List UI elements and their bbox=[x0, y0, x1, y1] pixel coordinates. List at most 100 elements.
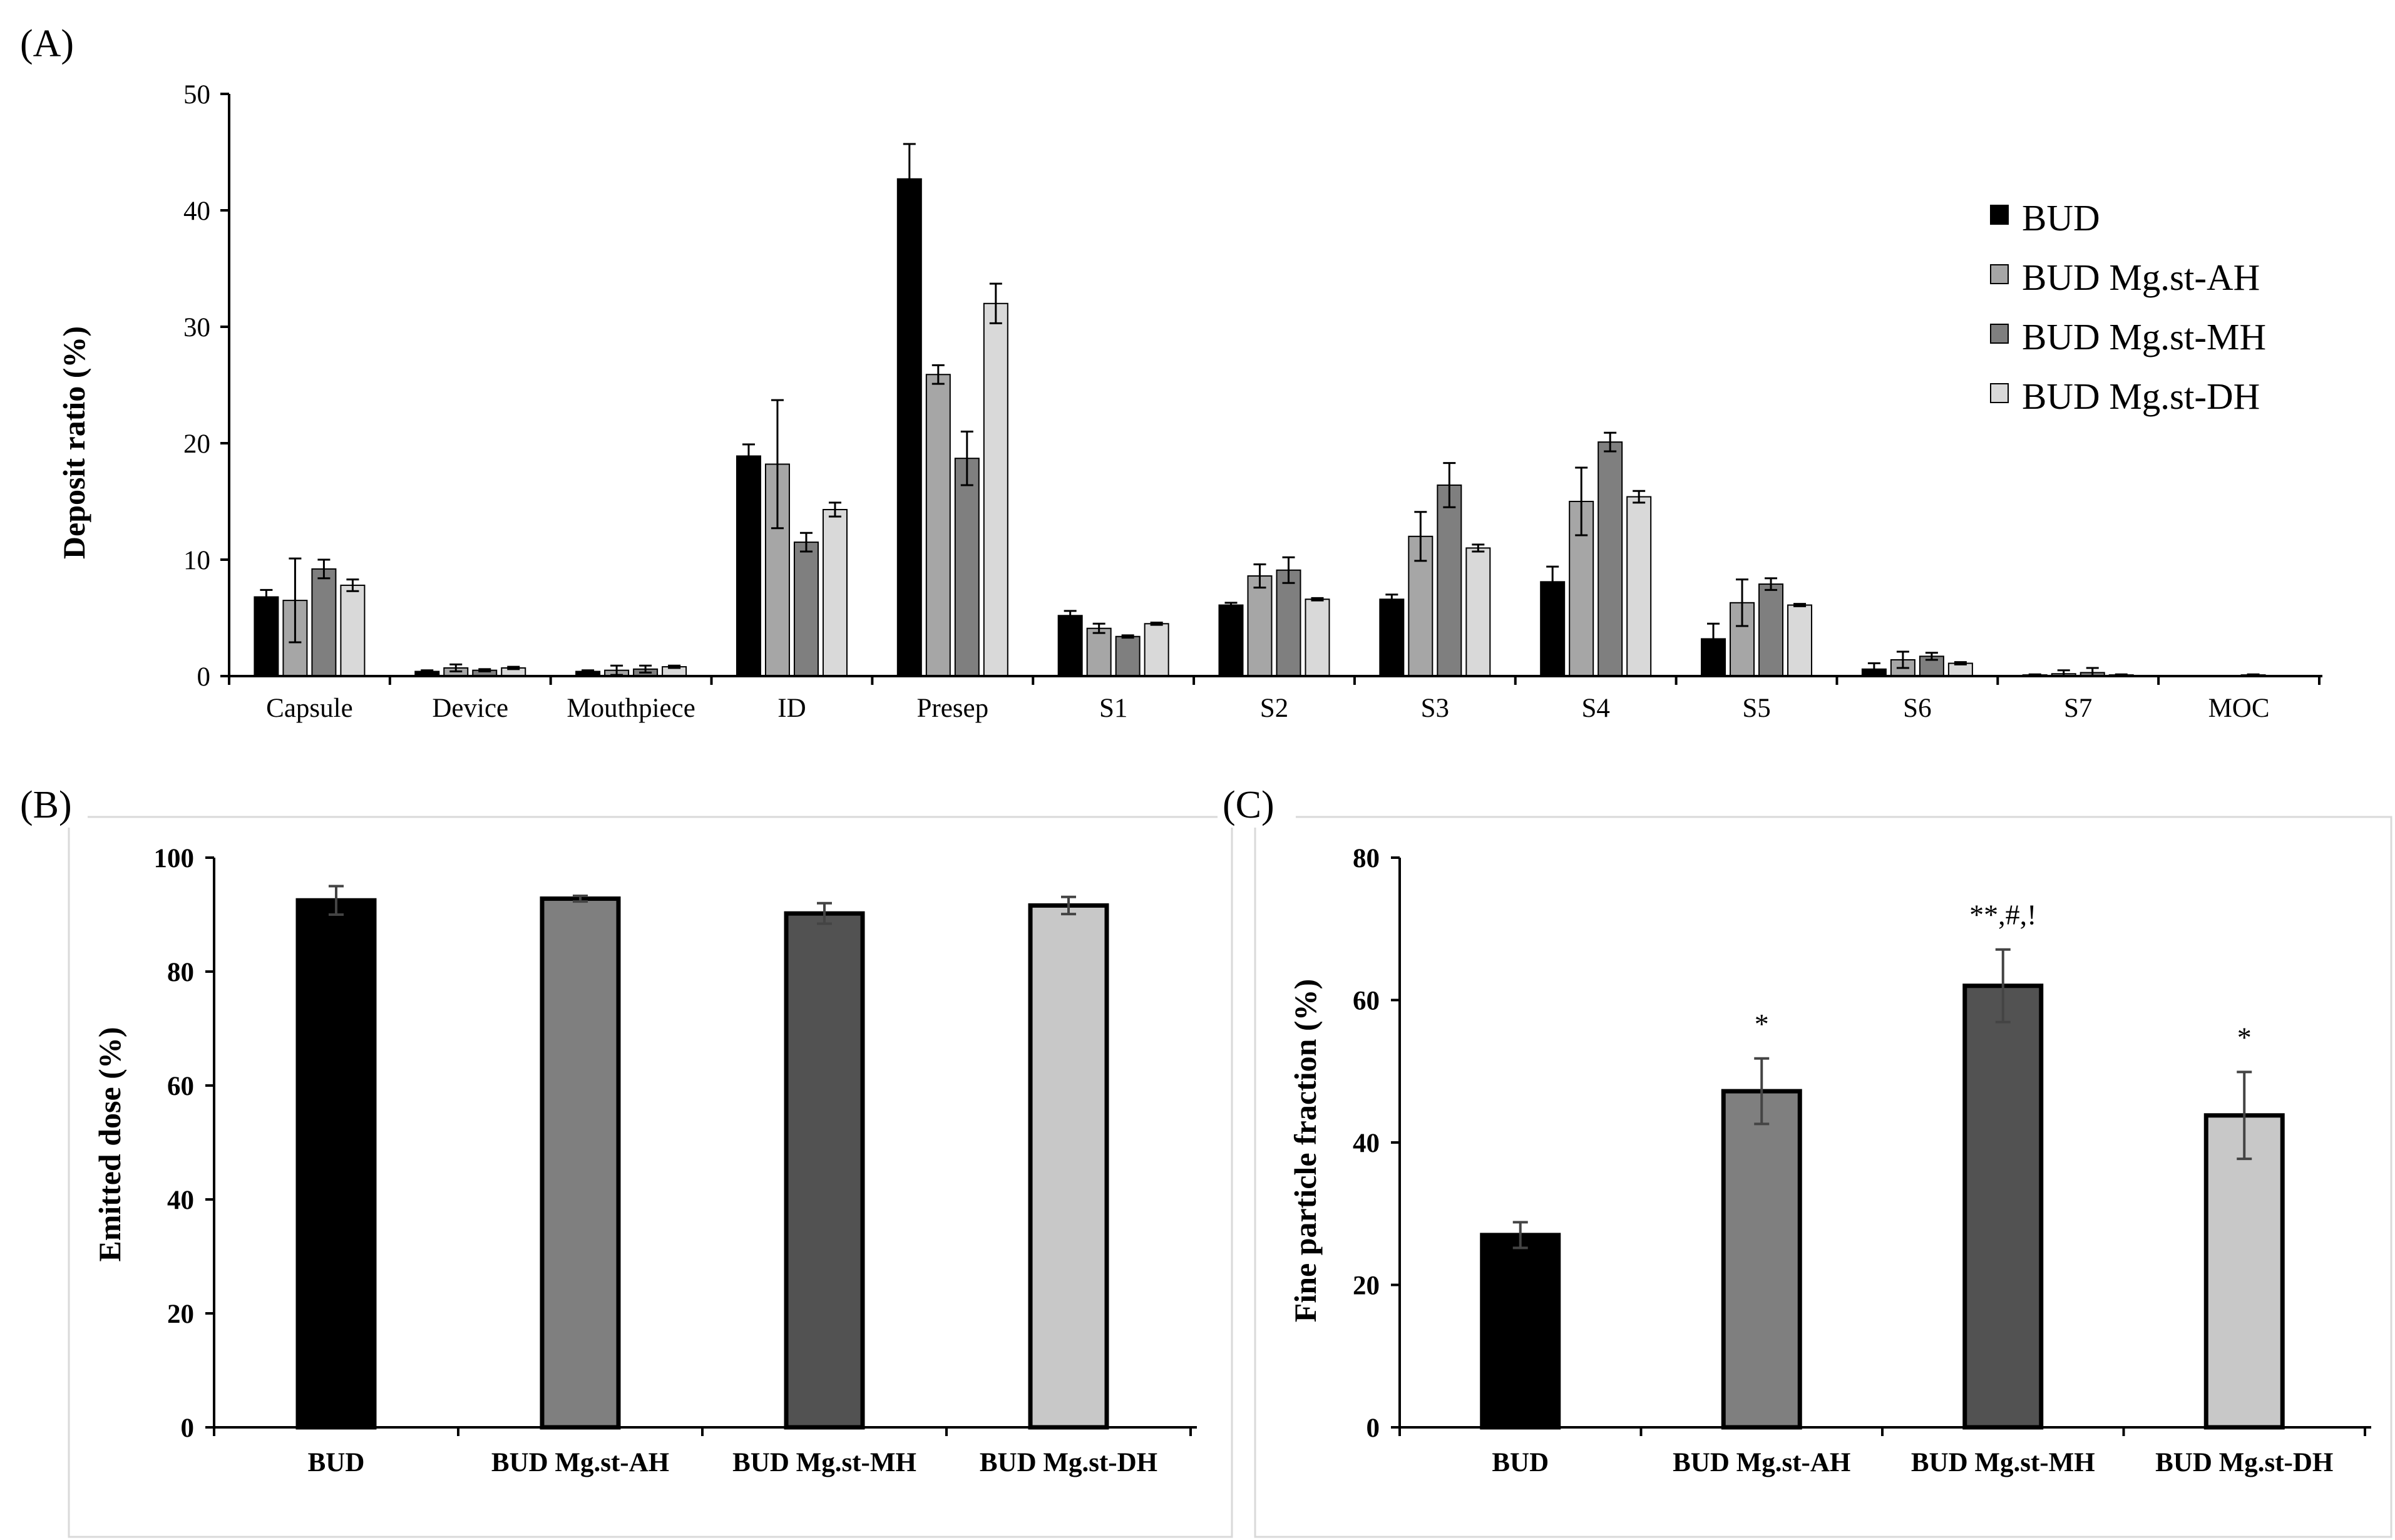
panel-a-legend-label: BUD bbox=[2022, 197, 2100, 239]
panel-c-x-tick-label: BUD Mg.st-DH bbox=[2155, 1448, 2333, 1477]
panel-b-y-axis-label: Emitted dose (%) bbox=[92, 1027, 127, 1262]
panel-a-bar bbox=[793, 542, 819, 677]
panel-a-error-bar bbox=[668, 664, 681, 669]
panel-c-bar bbox=[1962, 983, 2044, 1430]
panel-a-bar bbox=[1305, 598, 1330, 677]
panel-c-y-ticks: 0 20 40 60 80 bbox=[1353, 844, 1400, 1443]
panel-a-error-bar bbox=[771, 399, 784, 530]
panel-a-x-tick-label: S6 bbox=[1903, 694, 1931, 723]
panel-c-label-backing bbox=[1218, 783, 1296, 828]
panel-a-error-bar bbox=[1121, 634, 1134, 639]
panel-a-error-bar bbox=[1896, 650, 1909, 669]
panel-b-error-bar bbox=[817, 901, 832, 925]
panel-a-error-bar bbox=[449, 663, 463, 673]
panel-a-bars bbox=[254, 178, 2266, 677]
panel-c-error-bar bbox=[2237, 1070, 2252, 1161]
panel-a-x-tick-label: Capsule bbox=[266, 694, 353, 723]
panel-a-error-bar bbox=[1736, 578, 1749, 627]
panel-a-error-bar bbox=[1954, 661, 1967, 665]
panel-a-bar bbox=[983, 302, 1008, 677]
panel-a-bar bbox=[1465, 547, 1491, 677]
panel-c-y-tick-label: 60 bbox=[1353, 987, 1380, 1016]
panel-a-bar bbox=[1115, 635, 1141, 677]
panel-a-bar bbox=[1379, 598, 1405, 677]
panel-c-x-ticks: BUD BUD Mg.st-AH BUD Mg.st-MH BUD Mg.st-DH bbox=[1398, 1427, 2366, 1477]
panel-b-error-bars bbox=[329, 885, 1076, 925]
panel-b-y-tick-label: 0 bbox=[181, 1414, 195, 1443]
panel-a-legend-label: BUD Mg.st-MH bbox=[2022, 316, 2266, 357]
panel-c-frame bbox=[1254, 816, 2392, 1538]
panel-c-bar bbox=[1480, 1233, 1561, 1430]
panel-a-error-bar bbox=[1707, 622, 1720, 655]
panel-a-x-tick-label: Device bbox=[432, 694, 508, 723]
panel-b-error-bar bbox=[329, 885, 344, 916]
panel-a-x-tick-label: Mouthpiece bbox=[567, 694, 695, 723]
panel-a-bar bbox=[954, 458, 980, 677]
panel-a-error-bar bbox=[346, 578, 359, 592]
panel-c-bar bbox=[2203, 1113, 2285, 1430]
panel-a-x-tick-label: ID bbox=[777, 694, 806, 723]
panel-a-bar bbox=[1276, 569, 1301, 677]
panel-a-x-tick-label: S7 bbox=[2064, 694, 2092, 723]
panel-c-error-bar bbox=[1512, 1221, 1528, 1250]
panel-c-annotations: * **,#,! * bbox=[1755, 899, 2252, 1054]
panel-c-y-tick-label: 20 bbox=[1353, 1271, 1380, 1301]
panel-b-bars bbox=[295, 896, 1109, 1430]
panel-a-bar bbox=[822, 509, 848, 677]
panel-a-bar bbox=[311, 568, 337, 677]
panel-b-bar bbox=[784, 911, 865, 1430]
panel-a-error-bar bbox=[478, 668, 491, 673]
panel-a-error-bar bbox=[507, 665, 520, 670]
panel-b-y-tick-label: 100 bbox=[154, 844, 195, 873]
panel-c-bar bbox=[1721, 1089, 1802, 1430]
panel-a-bar bbox=[925, 374, 951, 677]
panel-a-error-bar bbox=[1224, 602, 1238, 608]
panel-a-x-tick-label: S3 bbox=[1421, 694, 1449, 723]
panel-a-label: (A) bbox=[20, 23, 74, 65]
panel-a-error-bar bbox=[1253, 563, 1266, 589]
panel-b-frame bbox=[68, 816, 1233, 1538]
panel-b-bar bbox=[1028, 903, 1109, 1430]
panel-a-legend: BUD BUD Mg.st-AH BUD Mg.st-MH BUD Mg.st-DH bbox=[1990, 197, 2266, 417]
panel-a-error-bar bbox=[1604, 431, 1617, 453]
panel-a-x-ticks: Capsule Device Mouthpiece ID Presep S1 S2 S3 S4 S… bbox=[228, 676, 2321, 723]
panel-c-bars bbox=[1480, 983, 2285, 1430]
panel-c-significance-annotation: **,#,! bbox=[1969, 899, 2036, 931]
panel-a-error-bar bbox=[1925, 652, 1938, 661]
panel-a-error-bar bbox=[903, 143, 916, 215]
panel-a-error-bar bbox=[1443, 462, 1456, 508]
panel-a-error-bar bbox=[1546, 565, 1559, 598]
panel-c: (C) Fine particle fraction (%) 0 20 40 60 80… bbox=[1218, 783, 2392, 1538]
panel-a-bar bbox=[1144, 623, 1169, 677]
panel-b-y-tick-label: 80 bbox=[167, 958, 194, 987]
panel-b-x-ticks: BUD BUD Mg.st-AH BUD Mg.st-MH BUD Mg.st-DH bbox=[213, 1427, 1192, 1477]
panel-a-legend-swatch bbox=[1990, 324, 2009, 344]
panel-c-label: (C) bbox=[1223, 784, 1274, 826]
panel-a-legend-swatch bbox=[1990, 205, 2009, 225]
panel-b-bar bbox=[540, 896, 621, 1430]
panel-c-x-tick-label: BUD Mg.st-AH bbox=[1673, 1448, 1850, 1477]
panel-a-bar bbox=[1626, 496, 1652, 677]
panel-a-x-tick-label: S1 bbox=[1099, 694, 1127, 723]
panel-a-y-tick-label: 20 bbox=[183, 429, 210, 459]
panel-a-error-bar bbox=[1633, 490, 1646, 504]
panel-a-x-tick-label: Presep bbox=[916, 694, 988, 723]
panel-b-y-tick-label: 20 bbox=[167, 1300, 194, 1329]
panel-a-y-tick-label: 50 bbox=[183, 80, 210, 110]
panel-a-legend-label: BUD Mg.st-AH bbox=[2022, 257, 2260, 298]
panel-a: (A) Deposit ratio (%) 0 10 20 30 40 50 Capsul… bbox=[20, 23, 2322, 723]
panel-a-bar bbox=[254, 596, 279, 677]
panel-b-x-tick-label: BUD Mg.st-DH bbox=[980, 1448, 1157, 1477]
panel-a-error-bar bbox=[1282, 556, 1295, 584]
panel-a-error-bar bbox=[317, 558, 331, 580]
panel-a-error-bar bbox=[260, 588, 273, 605]
panel-a-bar bbox=[340, 584, 366, 677]
panel-a-error-bar bbox=[989, 282, 1002, 324]
panel-a-legend-swatch bbox=[1990, 383, 2009, 403]
panel-c-x-tick-label: BUD bbox=[1492, 1448, 1549, 1477]
panel-a-error-bar bbox=[421, 669, 434, 674]
panel-a-error-bar bbox=[828, 501, 841, 518]
panel-a-error-bar bbox=[960, 430, 973, 486]
panel-b-label: (B) bbox=[20, 784, 72, 826]
